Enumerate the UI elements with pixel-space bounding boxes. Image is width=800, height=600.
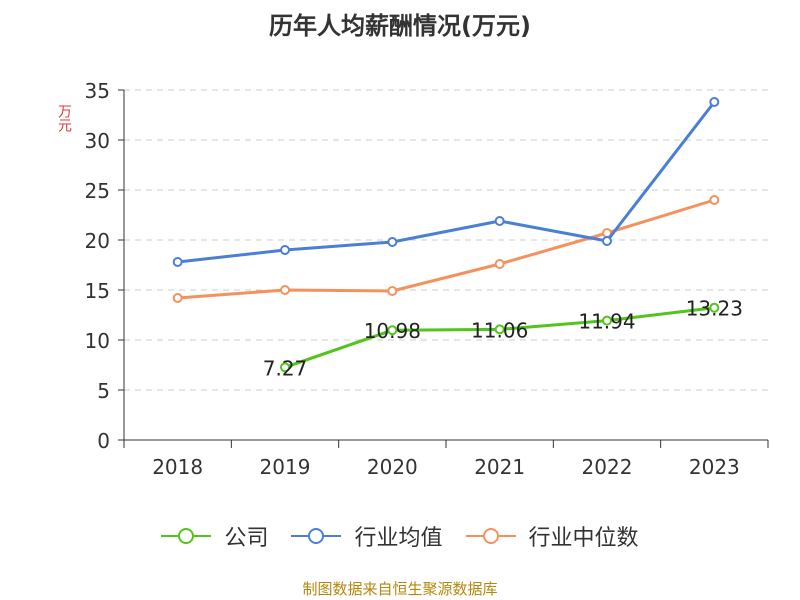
data-point-1-2020: [387, 237, 398, 247]
data-label-company-2019: 7.27: [263, 356, 308, 380]
x-tick-label-2023: 2023: [689, 455, 740, 479]
y-tick-label-20: 20: [85, 229, 110, 253]
data-point-0-2020: [387, 325, 398, 336]
data-point-2-2023: [709, 195, 720, 205]
data-point-1-2021: [494, 216, 505, 226]
y-axis-label: 万元: [56, 104, 72, 132]
data-point-1-2019: [280, 245, 290, 255]
data-point-1-2022: [602, 236, 612, 246]
data-point-0-2022: [602, 315, 612, 326]
legend-marker-industry-median: [465, 528, 516, 544]
chart-title: 历年人均薪酬情况(万元): [269, 12, 531, 40]
y-tick-label-5: 5: [97, 379, 110, 403]
chart-legend: 公司 行业均值 行业中位数: [0, 520, 800, 552]
y-tick-label-25: 25: [85, 179, 110, 203]
data-label-company-2023: 13.23: [686, 297, 743, 321]
data-label-company-2021: 11.06: [471, 318, 528, 342]
data-point-2-2019: [280, 285, 290, 295]
y-tick-label-35: 35: [85, 79, 110, 103]
line-chart: 0 5 10 15 20 25 30 35 2018 2019 2020 2021 2022 2023 7.…: [85, 79, 769, 479]
legend-label-industry-mean: 行业均值: [354, 526, 443, 551]
data-point-1-2023: [709, 97, 720, 107]
legend-marker-industry-mean: [291, 528, 342, 544]
data-point-0-2021: [494, 324, 505, 335]
data-source-note: 制图数据来自恒生聚源数据库: [302, 580, 498, 598]
data-label-company-2020: 10.98: [364, 319, 421, 343]
data-point-1-2018: [172, 257, 183, 267]
series-line-1: [177, 101, 716, 264]
data-point-2-2020: [387, 286, 398, 296]
legend-item-industry-mean[interactable]: 行业均值: [291, 520, 443, 552]
data-label-company-2022: 11.94: [578, 310, 635, 334]
legend-item-company[interactable]: 公司: [161, 520, 268, 552]
legend-label-company: 公司: [224, 526, 269, 551]
y-tick-label-10: 10: [85, 329, 110, 353]
data-point-2-2018: [172, 293, 183, 303]
x-tick-label-2020: 2020: [367, 455, 418, 479]
legend-marker-company: [161, 528, 212, 544]
series-line-2: [177, 198, 715, 300]
data-point-0-2019: [280, 362, 290, 373]
x-tick-label-2022: 2022: [582, 455, 633, 479]
data-point-2-2021: [494, 259, 505, 269]
y-tick-label-0: 0: [97, 429, 110, 453]
data-point-0-2023: [709, 302, 720, 313]
x-tick-label-2021: 2021: [474, 455, 525, 479]
x-tick-label-2019: 2019: [260, 455, 311, 479]
x-tick-label-2018: 2018: [152, 455, 203, 479]
y-tick-label-30: 30: [85, 129, 110, 153]
legend-label-industry-median: 行业中位数: [528, 526, 639, 551]
y-tick-label-15: 15: [85, 279, 110, 303]
legend-item-industry-median[interactable]: 行业中位数: [465, 520, 639, 552]
